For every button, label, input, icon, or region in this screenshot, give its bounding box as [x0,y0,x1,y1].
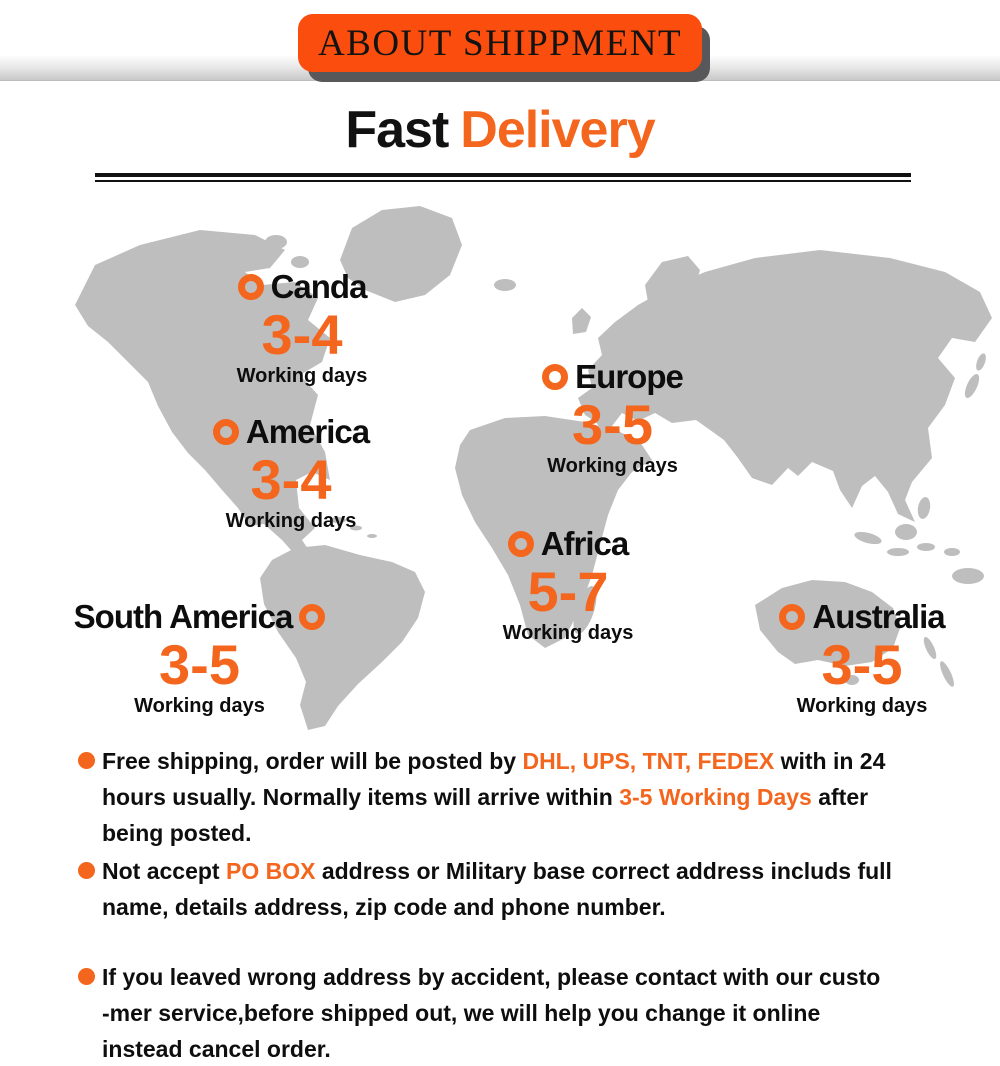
note-text: being posted. [102,820,252,846]
new-zealand [940,661,954,687]
sumatra [854,531,882,545]
world-map [75,206,992,730]
region-name: Canda [270,268,368,305]
note-wrong-address: If you leaved wrong address by accident,… [78,959,958,1066]
region-name-row: America [206,413,376,451]
map-region-south-america: South America 3-5 Working days [62,598,337,718]
title-divider [95,173,911,182]
map-region-canada: Canda 3-4 Working days [222,268,382,388]
note-text: address or Military base correct address… [315,858,892,884]
region-name: America [245,413,370,450]
region-subtext: Working days [134,695,265,717]
region-subtext: Working days [502,622,634,644]
region-days: 3-4 [261,303,343,366]
title-delivery: Delivery [460,101,655,159]
title-fast: Fast [345,101,449,159]
note-text: Free shipping, order will be posted by [102,748,523,774]
arctic-island [265,235,287,249]
region-name-row: Africa [488,525,648,563]
region-name: Africa [540,525,630,562]
location-marker-icon [542,364,569,390]
region-days: 5-7 [527,560,609,623]
about-shipment-banner: ABOUT SHIPPMENT [298,14,702,72]
new-guinea [952,568,984,584]
highlighted-text: PO BOX [225,858,316,884]
region-name: South America [73,598,294,635]
arctic-island [222,241,254,259]
region-name: Australia [812,598,945,635]
note-text: after [811,784,869,810]
note-text: instead cancel order. [102,1036,331,1062]
caribbean-island [367,534,377,538]
continent-south-america [260,545,425,730]
shipping-notes: Free shipping, order will be posted by D… [78,743,958,1066]
iceland [494,279,516,291]
note-text: -mer service,before shipped out, we will… [102,1000,821,1026]
japan [964,374,980,398]
note-text: hours usually. Normally items will arriv… [102,784,620,810]
highlighted-text: 3-5 Working Days [619,784,812,810]
bullet-dot-icon [78,862,95,879]
region-name-row: Canda [222,268,382,306]
location-marker-icon [212,419,239,445]
note-text: If you leaved wrong address by accident,… [102,964,881,990]
arctic-island [207,260,223,270]
map-region-africa: Africa 5-7 Working days [488,525,648,645]
location-marker-icon [507,531,534,557]
scandinavia [645,256,700,315]
tasmania [845,675,859,685]
region-name-row: Australia [772,598,952,636]
philippines [917,497,931,519]
location-marker-icon [299,604,326,630]
location-marker-icon [237,274,264,300]
region-days: 3-5 [572,393,653,456]
region-name-row: Europe [530,358,695,396]
note-text: Not accept [102,858,226,884]
region-name: Europe [575,358,684,395]
continent-eurasia [578,250,992,522]
highlighted-text: DHL, UPS, TNT, FEDEX [522,748,775,774]
note-free-shipping: Free shipping, order will be posted by D… [78,743,958,851]
banner-label: ABOUT SHIPPMENT [317,22,683,64]
greenland [340,206,462,302]
bullet-dot-icon [78,968,95,985]
caribbean-island [350,525,362,531]
region-days: 3-4 [250,448,332,511]
note-po-box: Not accept PO BOX address or Military ba… [78,853,958,925]
arctic-island [291,256,309,268]
borneo [895,524,917,540]
region-subtext: Working days [225,510,357,532]
region-subtext: Working days [547,455,678,477]
continent-north-america [75,230,330,558]
region-name-row: South America [62,598,337,636]
region-subtext: Working days [796,695,928,717]
region-days: 3-5 [159,633,240,696]
madagascar [573,586,597,634]
note-text: name, details address, zip code and phon… [102,894,666,920]
note-body: Free shipping, order will be posted by D… [102,748,885,846]
island [917,543,935,551]
caribbean-island [330,517,346,523]
note-body: Not accept PO BOX address or Military ba… [102,858,892,920]
note-body: If you leaved wrong address by accident,… [102,964,880,1062]
new-zealand [923,636,937,660]
note-text: with in 24 [774,748,886,774]
page-title: Fast Delivery [0,100,1000,160]
map-region-europe: Europe 3-5 Working days [530,358,695,478]
location-marker-icon [779,604,806,630]
british-isles [572,308,591,334]
japan [976,353,986,371]
region-subtext: Working days [236,365,368,387]
java [887,548,909,556]
map-region-america: America 3-4 Working days [206,413,376,533]
continent-africa [455,416,652,648]
map-region-australia: Australia 3-5 Working days [772,598,952,718]
continent-australia [755,580,900,666]
region-days: 3-5 [821,633,903,696]
bullet-dot-icon [78,752,95,769]
island [944,548,960,556]
